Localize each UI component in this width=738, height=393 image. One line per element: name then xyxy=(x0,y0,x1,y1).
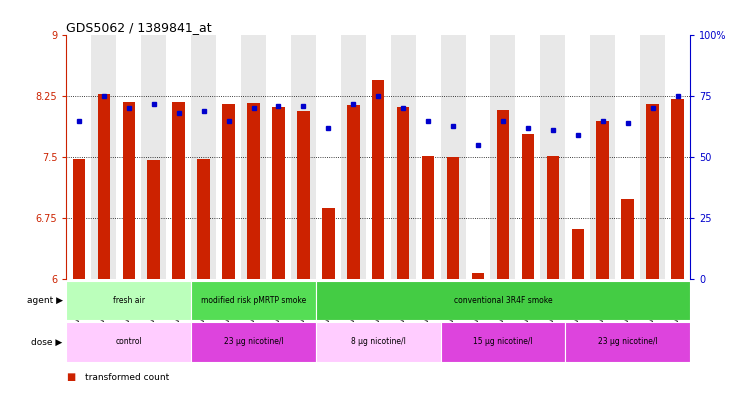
Bar xyxy=(247,103,260,279)
Bar xyxy=(141,35,166,279)
Text: conventional 3R4F smoke: conventional 3R4F smoke xyxy=(454,296,552,305)
Bar xyxy=(297,111,310,279)
Bar xyxy=(672,99,684,279)
Bar xyxy=(522,134,534,279)
Bar xyxy=(621,199,634,279)
Bar xyxy=(422,156,435,279)
Bar xyxy=(266,35,291,279)
Text: 23 μg nicotine/l: 23 μg nicotine/l xyxy=(224,338,283,346)
Bar xyxy=(316,35,341,279)
Bar xyxy=(92,35,117,279)
Bar xyxy=(565,322,690,362)
Bar xyxy=(291,35,316,279)
Bar xyxy=(66,322,191,362)
Bar xyxy=(571,229,584,279)
Text: transformed count: transformed count xyxy=(85,373,169,382)
Text: control: control xyxy=(115,338,142,346)
Text: fresh air: fresh air xyxy=(113,296,145,305)
Bar xyxy=(347,105,359,279)
Bar xyxy=(547,156,559,279)
Bar xyxy=(441,35,466,279)
Bar xyxy=(665,35,690,279)
Bar xyxy=(515,35,540,279)
Bar xyxy=(540,35,565,279)
Bar xyxy=(615,35,640,279)
Bar xyxy=(216,35,241,279)
Text: ■: ■ xyxy=(66,372,76,382)
Text: modified risk pMRTP smoke: modified risk pMRTP smoke xyxy=(201,296,306,305)
Bar xyxy=(497,110,509,279)
Bar xyxy=(341,35,366,279)
Bar xyxy=(123,102,135,279)
Bar xyxy=(446,157,459,279)
Bar xyxy=(66,281,191,320)
Bar xyxy=(222,105,235,279)
Bar xyxy=(646,105,659,279)
Bar xyxy=(72,159,85,279)
Bar xyxy=(191,322,316,362)
Bar xyxy=(316,281,690,320)
Bar xyxy=(372,80,384,279)
Bar xyxy=(441,322,565,362)
Text: dose ▶: dose ▶ xyxy=(32,338,63,346)
Bar xyxy=(316,322,441,362)
Bar xyxy=(366,35,390,279)
Text: GDS5062 / 1389841_at: GDS5062 / 1389841_at xyxy=(66,21,212,34)
Bar xyxy=(272,107,285,279)
Bar xyxy=(322,208,334,279)
Bar xyxy=(97,94,110,279)
Bar xyxy=(191,281,316,320)
Text: 15 μg nicotine/l: 15 μg nicotine/l xyxy=(473,338,533,346)
Text: 8 μg nicotine/l: 8 μg nicotine/l xyxy=(351,338,406,346)
Bar xyxy=(565,35,590,279)
Text: 23 μg nicotine/l: 23 μg nicotine/l xyxy=(598,338,658,346)
Bar xyxy=(590,35,615,279)
Bar xyxy=(491,35,515,279)
Bar xyxy=(191,35,216,279)
Bar xyxy=(466,35,491,279)
Bar xyxy=(166,35,191,279)
Bar xyxy=(390,35,415,279)
Bar xyxy=(66,35,92,279)
Text: agent ▶: agent ▶ xyxy=(27,296,63,305)
Bar xyxy=(241,35,266,279)
Bar xyxy=(117,35,141,279)
Bar xyxy=(640,35,665,279)
Bar xyxy=(197,159,210,279)
Bar xyxy=(148,160,160,279)
Bar xyxy=(596,121,609,279)
Bar xyxy=(173,102,185,279)
Bar xyxy=(397,107,410,279)
Bar xyxy=(415,35,441,279)
Bar xyxy=(472,272,484,279)
